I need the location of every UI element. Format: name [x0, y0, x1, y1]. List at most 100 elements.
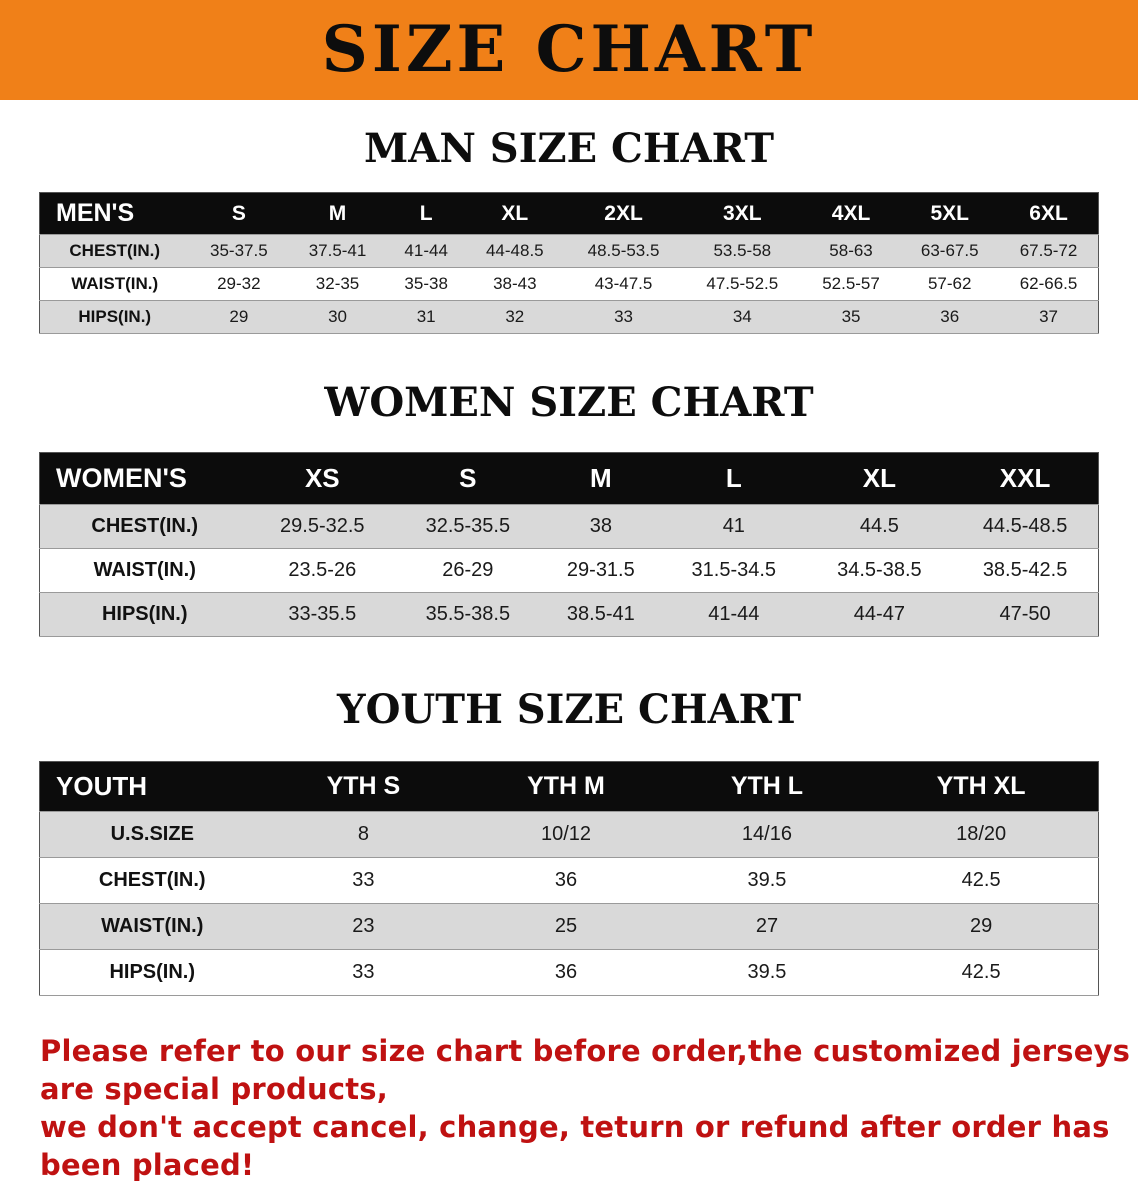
- row-label-cell: HIPS(IN.): [78, 307, 152, 326]
- size-value-cell: 41: [722, 515, 745, 537]
- table-header-row: WOMEN'S XS S M L XL XXL: [39, 452, 1099, 505]
- size-value-cell: 43-47.5: [594, 274, 653, 293]
- size-value-cell: 41-44: [708, 603, 760, 625]
- size-value-cell: 27: [755, 915, 779, 937]
- women-size-chart-heading: WOMEN SIZE CHART: [324, 379, 814, 426]
- size-value-cell: 63-67.5: [920, 241, 979, 260]
- table-row: WAIST(IN.) 23.5-26 26-29 29-31.5 31.5-34.5 34…: [39, 548, 1099, 593]
- size-column-header: XS: [304, 463, 340, 493]
- size-value-cell: 37.5-41: [308, 241, 367, 260]
- table-corner-label: MEN'S: [56, 199, 135, 227]
- men-section: MAN SIZE CHART MEN'S S M L XL 2XL 3XL 4XL 5XL 6XL…: [0, 126, 1138, 334]
- size-value-cell: 29-31.5: [566, 559, 635, 581]
- row-label-cell: WAIST(IN.): [93, 559, 196, 581]
- footer-note: Please refer to our size chart before or…: [40, 1032, 1138, 1184]
- size-column-header: M: [589, 463, 612, 493]
- size-value-cell: 31.5-34.5: [691, 559, 777, 581]
- size-column-header: L: [419, 201, 433, 225]
- size-value-cell: 8: [357, 823, 369, 845]
- women-size-table: WOMEN'S XS S M L XL XXL CHEST(IN.) 29.5-32.5 32.5…: [39, 452, 1099, 637]
- table-row: WAIST(IN.) 23 25 27 29: [39, 903, 1099, 950]
- size-value-cell: 42.5: [961, 869, 1001, 891]
- row-label-cell: CHEST(IN.): [69, 241, 161, 260]
- size-column-header: XL: [862, 463, 896, 493]
- table-row: U.S.SIZE 8 10/12 14/16 18/20: [39, 811, 1099, 858]
- row-label-cell: CHEST(IN.): [98, 869, 206, 891]
- size-value-cell: 32-35: [315, 274, 360, 293]
- size-column-header: 5XL: [930, 201, 969, 225]
- size-column-header: 6XL: [1029, 201, 1068, 225]
- size-column-header: YTH L: [730, 772, 804, 800]
- size-value-cell: 38-43: [493, 274, 537, 293]
- size-value-cell: 62-66.5: [1019, 274, 1078, 293]
- size-column-header: XL: [501, 201, 529, 225]
- row-label-cell: U.S.SIZE: [110, 823, 194, 845]
- footer-note-line-1: Please refer to our size chart before or…: [40, 1034, 1131, 1106]
- size-value-cell: 33: [614, 307, 633, 326]
- table-row: WAIST(IN.) 29-32 32-35 35-38 38-43 43-47.5 47.…: [39, 267, 1099, 301]
- size-value-cell: 23.5-26: [288, 559, 357, 581]
- size-value-cell: 36: [554, 869, 578, 891]
- size-value-cell: 38.5-41: [566, 603, 635, 625]
- row-label-cell: WAIST(IN.): [71, 274, 159, 293]
- size-value-cell: 67.5-72: [1019, 241, 1078, 260]
- size-value-cell: 42.5: [961, 961, 1001, 983]
- size-column-header: S: [231, 201, 246, 225]
- size-value-cell: 53.5-58: [713, 241, 772, 260]
- size-value-cell: 35-37.5: [210, 241, 268, 260]
- size-value-cell: 37: [1039, 307, 1058, 326]
- row-label-cell: HIPS(IN.): [109, 961, 196, 983]
- size-value-cell: 30: [328, 307, 347, 326]
- size-value-cell: 29: [229, 307, 249, 326]
- men-size-chart-heading: MAN SIZE CHART: [364, 125, 774, 172]
- size-value-cell: 44-48.5: [485, 241, 544, 260]
- size-value-cell: 39.5: [747, 961, 787, 983]
- table-header-row: YOUTH YTH S YTH M YTH L YTH XL: [39, 761, 1099, 812]
- size-value-cell: 47-50: [999, 603, 1051, 625]
- table-corner-label: YOUTH: [56, 771, 147, 801]
- size-value-cell: 10/12: [540, 823, 592, 845]
- size-column-header: 4XL: [831, 201, 871, 225]
- size-value-cell: 39.5: [747, 869, 787, 891]
- youth-size-chart-heading: YOUTH SIZE CHART: [337, 686, 801, 733]
- size-column-header: YTH XL: [936, 772, 1026, 800]
- row-label-cell: WAIST(IN.): [101, 915, 204, 937]
- size-column-header: 3XL: [723, 201, 762, 225]
- size-value-cell: 34: [732, 307, 752, 326]
- size-value-cell: 25: [554, 915, 578, 937]
- youth-section: YOUTH SIZE CHART YOUTH YTH S YTH M YTH L YTH…: [0, 687, 1138, 996]
- youth-size-table: YOUTH YTH S YTH M YTH L YTH XL U.S.SIZE 8 10/12…: [39, 761, 1099, 996]
- size-column-header: L: [725, 463, 742, 493]
- size-value-cell: 44.5: [859, 515, 899, 537]
- size-value-cell: 34.5-38.5: [837, 559, 922, 581]
- size-value-cell: 35.5-38.5: [425, 603, 511, 625]
- size-value-cell: 33: [352, 961, 375, 983]
- table-row: CHEST(IN.) 35-37.5 37.5-41 41-44 44-48.5 48.5…: [39, 234, 1099, 268]
- size-column-header: YTH M: [527, 772, 605, 800]
- size-column-header: S: [459, 463, 477, 493]
- size-value-cell: 57-62: [927, 274, 972, 293]
- size-column-header: M: [328, 201, 347, 225]
- size-value-cell: 38: [589, 515, 612, 537]
- size-value-cell: 52.5-57: [822, 274, 880, 293]
- size-value-cell: 36: [940, 307, 960, 326]
- table-row: HIPS(IN.) 29 30 31 32 33 34 35 36 37: [39, 300, 1099, 334]
- size-value-cell: 48.5-53.5: [587, 241, 660, 260]
- row-label-cell: HIPS(IN.): [101, 603, 188, 625]
- size-value-cell: 47.5-52.5: [706, 274, 779, 293]
- size-value-cell: 31: [416, 307, 436, 326]
- table-corner-label: WOMEN'S: [56, 463, 187, 493]
- size-value-cell: 44-47: [853, 603, 905, 625]
- size-value-cell: 32: [505, 307, 525, 326]
- size-value-cell: 23: [352, 915, 375, 937]
- table-row: CHEST(IN.) 29.5-32.5 32.5-35.5 38 41 44.5 44.5…: [39, 504, 1099, 549]
- size-column-header: YTH S: [326, 772, 401, 800]
- size-value-cell: 33-35.5: [288, 603, 357, 625]
- women-section: WOMEN SIZE CHART WOMEN'S XS S M L XL XXL CHEST(…: [0, 380, 1138, 637]
- size-column-header: 2XL: [604, 201, 643, 225]
- banner-title: SIZE CHART: [321, 12, 817, 87]
- men-size-table: MEN'S S M L XL 2XL 3XL 4XL 5XL 6XL CHEST(IN.) 35-37…: [39, 192, 1099, 334]
- size-chart-banner: SIZE CHART: [0, 0, 1138, 100]
- size-value-cell: 44.5-48.5: [982, 515, 1068, 537]
- size-value-cell: 41-44: [404, 241, 448, 260]
